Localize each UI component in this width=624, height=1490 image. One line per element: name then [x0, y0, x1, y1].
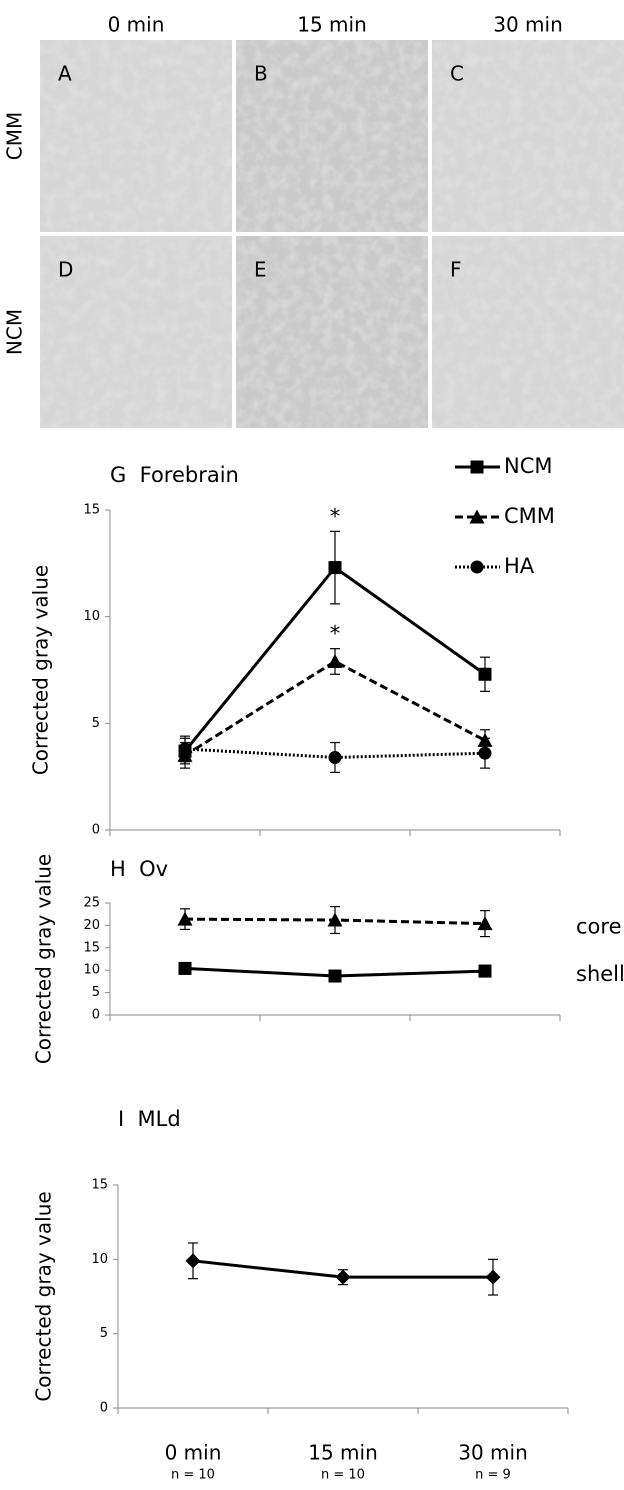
series-label: shell	[576, 962, 624, 986]
micrograph	[236, 236, 428, 428]
y-tick-label: 0	[92, 1008, 100, 1023]
y-tick-label: 5	[92, 985, 100, 1000]
marker	[485, 1269, 501, 1285]
micrograph	[40, 236, 232, 428]
marker	[478, 667, 492, 681]
n-label: n = 10	[171, 1468, 215, 1483]
y-tick-label: 10	[91, 1252, 108, 1267]
y-tick-label: 0	[100, 1401, 108, 1416]
y-tick-label: 25	[83, 896, 100, 911]
micrograph-grid	[40, 40, 624, 428]
micrograph	[40, 40, 232, 232]
marker	[328, 561, 342, 575]
marker	[477, 916, 493, 931]
marker	[328, 750, 342, 764]
legend-label: CMM	[504, 504, 555, 528]
panel-letter: D	[58, 258, 73, 282]
y-tick-label: 5	[92, 716, 100, 731]
y-axis-label: Corrected gray value	[29, 565, 53, 775]
panel-letter: B	[254, 62, 268, 86]
y-axis-label: Corrected gray value	[32, 1191, 56, 1401]
y-tick-label: 10	[83, 963, 100, 978]
y-tick-label: 15	[83, 940, 100, 955]
marker	[185, 1253, 201, 1269]
y-tick-label: 15	[91, 1178, 108, 1193]
y-tick-label: 10	[83, 609, 100, 624]
marker	[178, 742, 192, 756]
micrograph	[432, 236, 624, 428]
chart-title: H Ov	[110, 857, 168, 881]
y-tick-label: 0	[92, 823, 100, 838]
x-tick-label: 15 min	[308, 1441, 378, 1465]
micrograph	[236, 40, 428, 232]
y-tick-label: 5	[100, 1326, 108, 1341]
marker	[177, 911, 193, 926]
panel-letter: C	[450, 62, 464, 86]
series-line	[184, 659, 486, 757]
chart-title: I MLd	[118, 1107, 181, 1131]
column-header: 30 min	[493, 13, 563, 37]
marker	[327, 653, 343, 668]
n-label: n = 10	[321, 1468, 365, 1483]
panel-letter: A	[58, 62, 72, 86]
column-header: 0 min	[108, 13, 165, 37]
marker	[478, 746, 492, 760]
row-label: NCM	[3, 309, 27, 355]
marker	[335, 1269, 351, 1285]
column-header: 15 min	[297, 13, 367, 37]
marker	[328, 969, 342, 983]
significance-mark: *	[330, 622, 341, 646]
marker	[470, 560, 484, 574]
x-tick-label: 0 min	[165, 1441, 222, 1465]
row-label: CMM	[3, 112, 27, 160]
chart-title: G Forebrain	[110, 463, 239, 487]
y-axis-label: Corrected gray value	[32, 854, 56, 1064]
n-label: n = 9	[475, 1468, 511, 1483]
x-tick-label: 30 min	[458, 1441, 528, 1465]
marker	[478, 964, 492, 978]
y-tick-label: 20	[83, 918, 100, 933]
micrograph	[432, 40, 624, 232]
marker	[470, 460, 484, 474]
panel-letter: F	[450, 258, 462, 282]
legend-label: NCM	[504, 454, 553, 478]
panel-letter: E	[254, 258, 267, 282]
marker	[327, 912, 343, 927]
marker	[178, 961, 192, 975]
marker	[469, 509, 485, 524]
y-tick-label: 15	[83, 503, 100, 518]
legend-label: HA	[504, 554, 535, 578]
significance-mark: *	[330, 504, 341, 528]
series-label: core	[576, 915, 622, 939]
